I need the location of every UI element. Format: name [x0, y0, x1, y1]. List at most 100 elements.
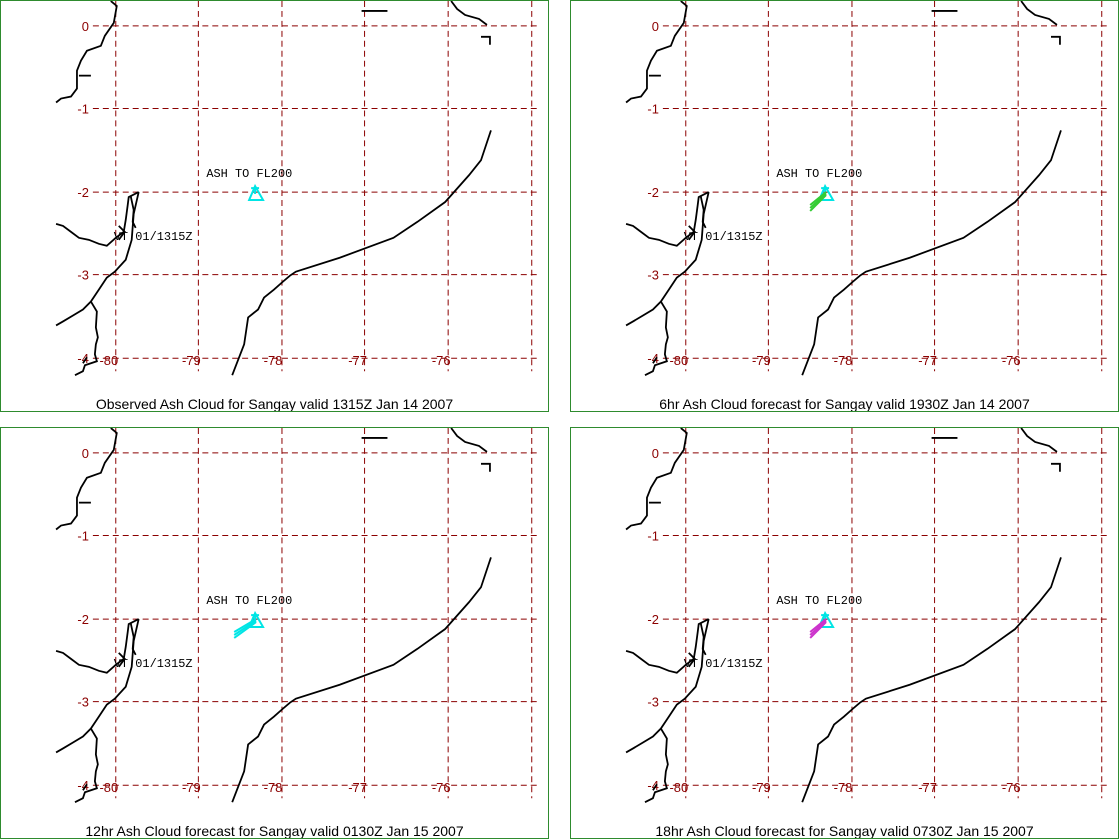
coastline	[1020, 428, 1058, 453]
coastline	[652, 783, 658, 791]
coastline	[625, 618, 710, 674]
coastline	[118, 225, 126, 241]
coastline	[625, 1, 688, 104]
coastline	[1050, 35, 1061, 45]
lon-tick-label: -77	[918, 353, 937, 368]
volcano-triangle-icon	[817, 610, 835, 629]
lon-tick-label: -78	[834, 780, 853, 795]
coastline	[652, 356, 658, 364]
lat-tick-label: 0	[82, 19, 89, 34]
ash-height-label: ASH TO FL200	[776, 167, 862, 181]
lat-tick-label: -2	[647, 612, 659, 627]
forecast-plume-streak	[809, 621, 827, 639]
lat-tick-label: -3	[647, 695, 659, 710]
coastline	[644, 301, 669, 376]
coastline	[231, 557, 492, 803]
lon-tick-label: -80	[99, 353, 118, 368]
coastline	[480, 462, 491, 472]
observation-time-label: VT 01/1315Z	[114, 230, 193, 244]
coastline	[688, 652, 696, 668]
forecast-plume-streak	[233, 619, 257, 636]
lon-tick-label: -80	[669, 780, 688, 795]
coastline	[118, 652, 126, 668]
coastline	[1050, 462, 1061, 472]
lon-tick-label: -79	[752, 353, 771, 368]
map-panel-6hr-forecast: 0 -1 -2 -3 -4 -80 -79 -78 -77 -76 ASH TO FL200 VT 0…	[570, 0, 1119, 412]
panel-caption: 18hr Ash Cloud forecast for Sangay valid…	[655, 823, 1034, 839]
map-panel-observed: 0 -1 -2 -3 -4 -80 -79 -78 -77 -76 ASH TO FL200 VT 0…	[0, 0, 549, 412]
lat-tick-label: -1	[77, 101, 89, 116]
lon-tick-label: -76	[1002, 780, 1021, 795]
coastline	[74, 301, 99, 376]
observation-time-label: VT 01/1315Z	[114, 657, 193, 671]
forecast-plume-streak	[233, 621, 257, 639]
map-canvas: 0 -1 -2 -3 -4 -80 -79 -78 -77 -76 ASH TO FL200 VT 0…	[55, 428, 539, 803]
lat-tick-label: -2	[77, 185, 89, 200]
volcano-triangle-icon	[247, 183, 265, 202]
lat-tick-label: -1	[77, 528, 89, 543]
forecast-plume-streak	[809, 191, 827, 206]
forecast-plume-streak	[809, 618, 827, 633]
volcano-triangle-icon	[817, 183, 835, 202]
lon-tick-label: -80	[669, 353, 688, 368]
lat-tick-label: 0	[652, 19, 659, 34]
lon-tick-label: -80	[99, 780, 118, 795]
forecast-plume-streak	[809, 619, 827, 636]
panel-caption: 12hr Ash Cloud forecast for Sangay valid…	[85, 823, 464, 839]
lon-tick-label: -77	[348, 780, 367, 795]
forecast-plume-streak	[809, 192, 827, 209]
panel-caption: 6hr Ash Cloud forecast for Sangay valid …	[659, 396, 1030, 412]
forecast-plume-streak	[809, 194, 827, 212]
lon-tick-label: -78	[264, 780, 283, 795]
lat-tick-label: -2	[647, 185, 659, 200]
coastline	[1020, 1, 1058, 26]
coastline	[801, 130, 1062, 376]
ash-height-label: ASH TO FL200	[206, 594, 292, 608]
coastline	[82, 783, 88, 791]
lat-tick-label: -1	[647, 101, 659, 116]
coastline	[801, 557, 1062, 803]
map-canvas: 0 -1 -2 -3 -4 -80 -79 -78 -77 -76 ASH TO FL200 VT 0…	[625, 1, 1109, 376]
coastline	[480, 35, 491, 45]
coastline	[82, 356, 88, 364]
coastline	[55, 1, 118, 104]
coastline	[55, 618, 140, 674]
coastline	[625, 191, 710, 327]
coastline	[55, 618, 140, 754]
lat-tick-label: -3	[647, 268, 659, 283]
coastline	[625, 618, 710, 754]
lat-tick-label: -4	[647, 351, 659, 366]
map-panel-18hr-forecast: 0 -1 -2 -3 -4 -80 -79 -78 -77 -76 ASH TO FL200 VT 0…	[570, 427, 1119, 839]
lon-tick-label: -79	[752, 780, 771, 795]
forecast-plume-streak	[233, 618, 257, 633]
lat-tick-label: 0	[82, 446, 89, 461]
coastline	[450, 428, 488, 453]
coastline	[55, 191, 140, 247]
lat-tick-label: 0	[652, 446, 659, 461]
lat-tick-label: -4	[77, 351, 89, 366]
lon-tick-label: -76	[432, 353, 451, 368]
lat-tick-label: -2	[77, 612, 89, 627]
lon-tick-label: -79	[182, 780, 201, 795]
volcano-marker-icon	[251, 186, 260, 195]
map-canvas: 0 -1 -2 -3 -4 -80 -79 -78 -77 -76 ASH TO FL200 VT 0…	[55, 1, 539, 376]
lon-tick-label: -76	[1002, 353, 1021, 368]
panel-caption: Observed Ash Cloud for Sangay valid 1315…	[95, 396, 454, 412]
coastline	[644, 728, 669, 803]
coastline	[55, 191, 140, 327]
lon-tick-label: -77	[348, 353, 367, 368]
coastline	[74, 728, 99, 803]
ash-height-label: ASH TO FL200	[776, 594, 862, 608]
map-canvas: 0 -1 -2 -3 -4 -80 -79 -78 -77 -76 ASH TO FL200 VT 0…	[625, 428, 1109, 803]
ash-height-label: ASH TO FL200	[206, 167, 292, 181]
coastline	[625, 191, 710, 247]
map-panel-12hr-forecast: 0 -1 -2 -3 -4 -80 -79 -78 -77 -76 ASH TO FL200 VT 0…	[0, 427, 549, 839]
lat-tick-label: -4	[77, 778, 89, 793]
lat-tick-label: -3	[77, 695, 89, 710]
lon-tick-label: -79	[182, 353, 201, 368]
volcano-triangle-icon	[247, 610, 265, 629]
lon-tick-label: -76	[432, 780, 451, 795]
lon-tick-label: -78	[264, 353, 283, 368]
coastline	[55, 428, 118, 531]
coastline	[688, 225, 696, 241]
